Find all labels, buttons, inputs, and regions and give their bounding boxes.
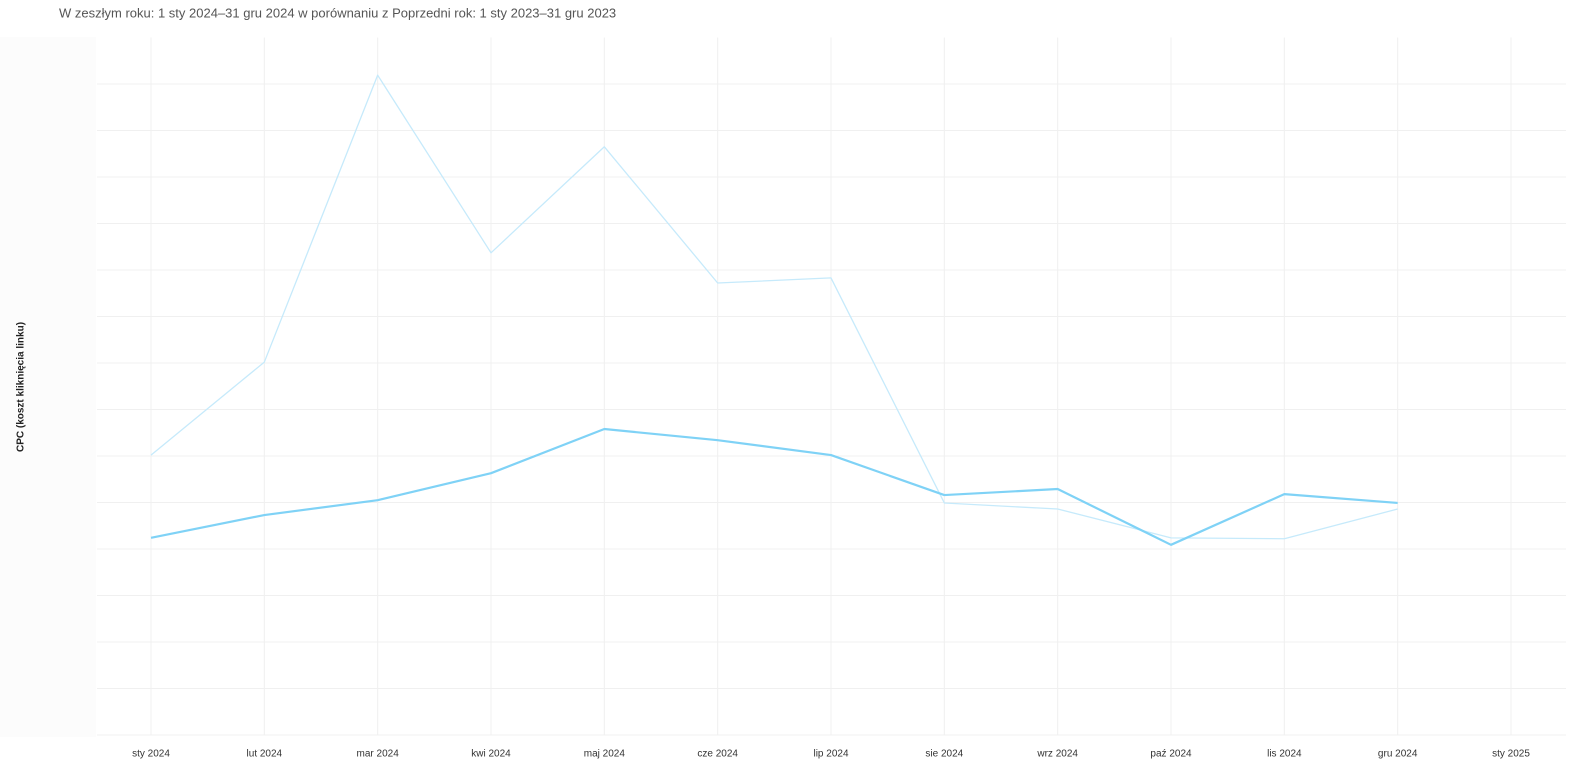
series-line: [150, 74, 1398, 540]
y-axis-label: CPC (koszt kliknięcia linku): [16, 322, 27, 452]
axis-panel: [0, 37, 96, 737]
series-line: [150, 427, 1398, 546]
x-tick-label: kwi 2024: [471, 749, 511, 760]
x-tick-label: paź 2024: [1150, 749, 1192, 760]
x-tick-label: wrz 2024: [1036, 749, 1078, 760]
x-tick-label: lip 2024: [813, 749, 848, 760]
x-tick-label: sty 2025: [1492, 749, 1530, 760]
x-tick-label: cze 2024: [697, 749, 738, 760]
x-tick-label: lut 2024: [247, 749, 283, 760]
chart-title: W zeszłym roku: 1 sty 2024–31 gru 2024 w…: [59, 5, 616, 20]
x-tick-label: sty 2024: [132, 749, 170, 760]
x-tick-label: mar 2024: [357, 749, 400, 760]
x-tick-label: gru 2024: [1378, 749, 1418, 760]
x-tick-label: sie 2024: [925, 749, 963, 760]
x-tick-label: lis 2024: [1267, 749, 1302, 760]
x-tick-label: maj 2024: [584, 749, 626, 760]
